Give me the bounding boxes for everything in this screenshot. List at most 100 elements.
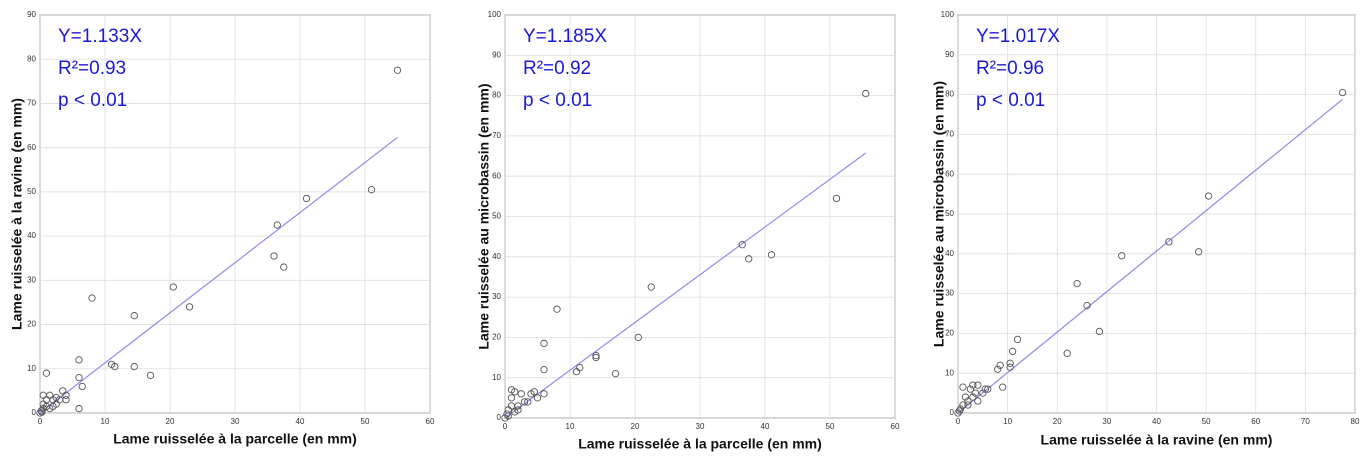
y-tick-label: 60 [945, 169, 954, 178]
point [42, 369, 51, 377]
x-tick-label: 30 [231, 417, 240, 426]
point [540, 390, 548, 398]
y-tick-label: 10 [27, 364, 36, 373]
x-axis-label: Lame ruisselée à la parcelle (en mm) [113, 431, 357, 447]
point [767, 251, 776, 259]
point [964, 397, 972, 405]
point [75, 404, 83, 413]
point [39, 391, 47, 399]
point [530, 388, 538, 396]
point [185, 303, 194, 311]
point [994, 365, 1002, 373]
annotation: Y=1.133X [58, 26, 142, 47]
point [52, 393, 60, 402]
x-tick-label: 0 [38, 417, 43, 426]
x-tick-label: 50 [1202, 417, 1211, 426]
fit-line [504, 152, 867, 419]
point [302, 194, 311, 203]
y-tick-label: 40 [945, 249, 954, 258]
point [1095, 327, 1104, 336]
y-tick-label: 90 [945, 50, 954, 59]
x-tick-label: 0 [503, 422, 508, 431]
point [533, 394, 542, 402]
x-tick-label: 0 [956, 417, 961, 426]
point [979, 389, 987, 397]
point [540, 339, 548, 348]
point [974, 381, 982, 389]
x-axis-label: Lame ruisselée à la parcelle (en mm) [578, 436, 822, 452]
fit-line [957, 98, 1343, 414]
point [611, 370, 620, 378]
point [984, 385, 992, 393]
y-tick-label: 30 [492, 292, 501, 301]
fit-line [39, 136, 398, 414]
point [1073, 279, 1081, 288]
point [507, 394, 516, 402]
point [745, 255, 753, 263]
x-tick-label: 40 [761, 422, 770, 431]
point [1204, 192, 1213, 200]
y-tick-label: 50 [27, 187, 36, 196]
x-tick-label: 30 [696, 422, 705, 431]
y-tick-label: 70 [945, 130, 954, 139]
y-tick-label: 30 [945, 289, 954, 298]
point [49, 402, 57, 411]
y-axis-label: Lame ruisselée au microbassin (en mm) [476, 83, 492, 349]
point [959, 401, 967, 409]
y-tick-label: 90 [492, 50, 501, 59]
point [540, 365, 548, 374]
point [971, 389, 980, 397]
y-tick-label: 0 [950, 408, 955, 417]
point [1083, 301, 1091, 310]
point [981, 385, 989, 393]
point [130, 312, 138, 320]
x-tick-label: 10 [566, 422, 575, 431]
y-tick-label: 30 [27, 275, 36, 284]
point [59, 387, 67, 395]
y-tick-label: 50 [492, 212, 501, 221]
point [1013, 335, 1022, 344]
point [393, 66, 402, 74]
y-tick-label: 50 [945, 209, 954, 218]
point [146, 371, 155, 380]
x-tick-label: 50 [826, 422, 835, 431]
point [738, 241, 746, 249]
y-axis-label: Lame ruisselée à la ravine (en mm) [9, 98, 25, 330]
point [969, 393, 977, 401]
point [954, 409, 962, 417]
point [966, 385, 975, 393]
point [520, 398, 529, 406]
point [592, 353, 600, 362]
point [592, 351, 600, 360]
y-tick-label: 60 [492, 171, 501, 180]
x-tick-label: 20 [166, 417, 175, 426]
x-tick-label: 30 [1102, 417, 1111, 426]
x-tick-label: 10 [101, 417, 110, 426]
y-tick-label: 100 [488, 10, 502, 19]
point [1118, 252, 1126, 260]
point [517, 390, 525, 398]
point [1006, 359, 1014, 367]
point [572, 368, 581, 376]
y-tick-label: 70 [27, 99, 36, 108]
point [511, 408, 519, 416]
y-axis-label: Lame ruisselée au microbassin (en mm) [931, 81, 947, 347]
annotation: R²=0.96 [976, 58, 1044, 79]
x-tick-label: 40 [296, 417, 305, 426]
point [504, 412, 512, 420]
y-tick-label: 40 [27, 231, 36, 240]
y-tick-label: 0 [32, 408, 37, 417]
x-tick-label: 70 [1301, 417, 1310, 426]
point [75, 373, 83, 382]
y-tick-label: 70 [492, 131, 501, 140]
point [38, 408, 46, 416]
point [964, 401, 972, 409]
x-tick-label: 20 [1053, 417, 1062, 426]
point [1338, 88, 1347, 97]
x-tick-label: 60 [426, 417, 435, 426]
point [130, 362, 138, 371]
point [507, 386, 516, 394]
x-tick-label: 60 [1251, 417, 1260, 426]
point [1165, 238, 1173, 246]
x-tick-label: 50 [361, 417, 370, 426]
